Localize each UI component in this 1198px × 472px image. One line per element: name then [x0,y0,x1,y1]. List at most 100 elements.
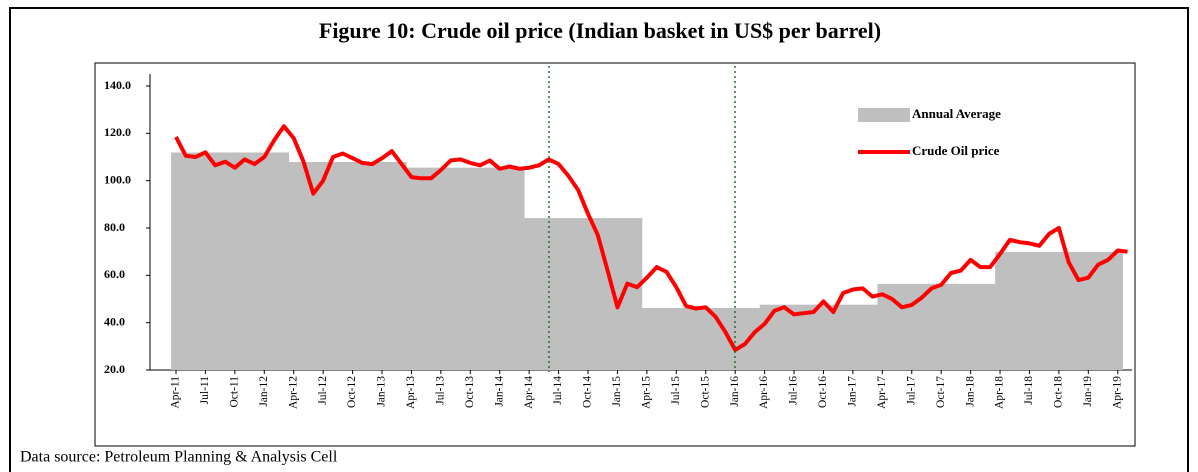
annual-average-bar [975,283,986,370]
annual-average-bar [612,218,623,370]
annual-average-bar [681,307,692,370]
annual-average-bar [965,283,976,370]
x-tick-label: Jul-11 [199,376,211,405]
legend-label: Crude Oil price [912,143,1000,158]
annual-average-bar [445,167,456,370]
annual-average-bar [955,283,967,370]
annual-average-bar [985,283,996,370]
annual-average-bar [730,307,741,370]
x-tick-label: Jul-14 [552,376,564,405]
annual-average-bar [651,307,662,370]
annual-average-bar [455,167,466,370]
x-tick-label: Apr-16 [758,376,770,409]
y-tick-label: 120.0 [104,125,131,139]
annual-average-bar [396,161,407,370]
x-tick-label: Jan-19 [1082,376,1094,407]
annual-average-bar [857,304,868,370]
annual-average-bar [710,307,721,370]
annual-average-bar [906,283,917,370]
annual-average-bar [779,304,790,370]
annual-average-bar [632,218,643,370]
x-tick-label: Apr-13 [405,376,417,409]
annual-average-bar [926,283,937,370]
annual-average-bar [239,152,250,370]
chart-frame [94,62,1136,447]
annual-average-bar [514,167,525,370]
x-tick-label: Jan-15 [611,376,623,407]
annual-average-bar [229,152,241,370]
x-tick-label: Oct-17 [935,376,947,408]
annual-average-bar [759,304,770,370]
annual-average-bar [1063,251,1074,370]
annual-average-bar [583,218,594,370]
x-tick-label: Jul-13 [435,376,447,405]
x-tick-label: Oct-14 [582,376,594,408]
annual-average-bar [602,218,613,370]
legend-swatch [858,108,910,122]
annual-average-bar [740,307,751,370]
annual-average-bar [1044,251,1055,370]
annual-average-bar [1073,251,1084,370]
outer-border [9,7,1189,472]
annual-average-bar [328,161,339,370]
x-tick-label: Jan-16 [729,376,741,407]
x-tick-label: Jul-15 [670,376,682,405]
x-tick-label: Jul-17 [905,376,917,405]
annual-average-bar [485,167,496,370]
annual-average-bar [592,218,604,370]
y-tick-label: 140.0 [104,78,131,92]
annual-average-bar [720,307,731,370]
annual-average-bar [553,218,564,370]
x-tick-label: Jan-17 [847,376,859,407]
annual-average-bar [318,161,329,370]
annual-average-bar [995,251,1006,370]
annual-average-bar [337,161,348,370]
annual-average-bar [749,307,760,370]
y-tick-label: 40.0 [104,314,125,328]
x-tick-label: Apr-15 [641,376,653,409]
x-tick-label: Jul-12 [317,376,329,405]
x-tick-label: Jul-16 [788,376,800,405]
annual-average-bar [1024,251,1035,370]
legend-label: Annual Average [912,106,1001,121]
x-tick-label: Jan-13 [376,376,388,407]
annual-average-bar [1053,251,1065,370]
x-tick-label: Oct-16 [817,376,829,408]
annual-average-bar [828,304,839,370]
annual-average-bar [1103,251,1114,370]
annual-average-bar [367,161,378,370]
annual-average-bar [190,152,201,370]
y-tick-label: 80.0 [104,220,125,234]
annual-average-bar [1014,251,1025,370]
annual-average-bar [288,161,299,370]
annual-average-bar [357,161,368,370]
annual-average-bar [426,167,437,370]
annual-average-bar [534,218,545,370]
annual-average-bar [789,304,800,370]
annual-average-bar [171,152,182,370]
x-tick-label: Oct-15 [699,376,711,408]
x-tick-label: Apr-12 [287,376,299,409]
annual-average-bar [298,161,309,370]
annual-average-bar [661,307,672,370]
x-tick-label: Oct-11 [229,376,241,408]
annual-average-bar [543,218,554,370]
y-tick-label: 60.0 [104,267,125,281]
annual-average-bar [210,152,221,370]
annual-average-bar [1004,251,1016,370]
y-tick-label: 20.0 [104,362,125,376]
x-tick-label: Apr-11 [170,376,182,409]
annual-average-bar [808,304,819,370]
annual-average-bar [936,283,947,370]
annual-average-bar [838,304,849,370]
annual-average-bar [622,218,633,370]
annual-average-bar [386,161,398,370]
annual-average-bar [691,307,702,370]
annual-average-bar [494,167,505,370]
source-note: Data source: Petroleum Planning & Analys… [20,449,338,466]
annual-average-bar [867,304,878,370]
annual-average-bar [798,304,810,370]
x-tick-label: Oct-12 [346,376,358,408]
